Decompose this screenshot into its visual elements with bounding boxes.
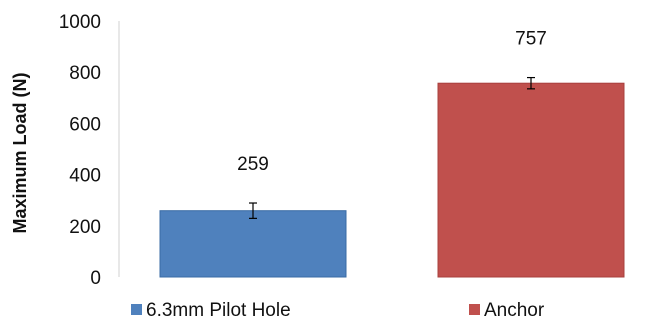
error-bar <box>249 202 257 219</box>
legend-swatch <box>469 304 480 315</box>
error-bar <box>527 76 535 90</box>
bars: 259 757 <box>159 29 625 278</box>
legend-label: Anchor <box>484 300 545 321</box>
legend-label: 6.3mm Pilot Hole <box>146 300 291 321</box>
bar-anchor <box>437 82 625 278</box>
y-tick-labels: 0 200 400 600 800 1000 <box>59 12 101 289</box>
y-tick-label: 200 <box>69 217 101 238</box>
y-tick-label: 0 <box>90 268 101 289</box>
y-tick-label: 600 <box>69 114 101 135</box>
y-tick-label: 800 <box>69 63 101 84</box>
data-label: 259 <box>237 154 269 175</box>
y-tick-label: 1000 <box>59 12 101 33</box>
legend-swatch <box>131 304 142 315</box>
bar-pilot-hole <box>159 210 347 278</box>
data-label: 757 <box>515 29 547 50</box>
y-tick-label: 400 <box>69 166 101 187</box>
y-axis-title: Maximum Load (N) <box>10 72 30 233</box>
legend: 6.3mm Pilot Hole Anchor <box>131 300 545 321</box>
